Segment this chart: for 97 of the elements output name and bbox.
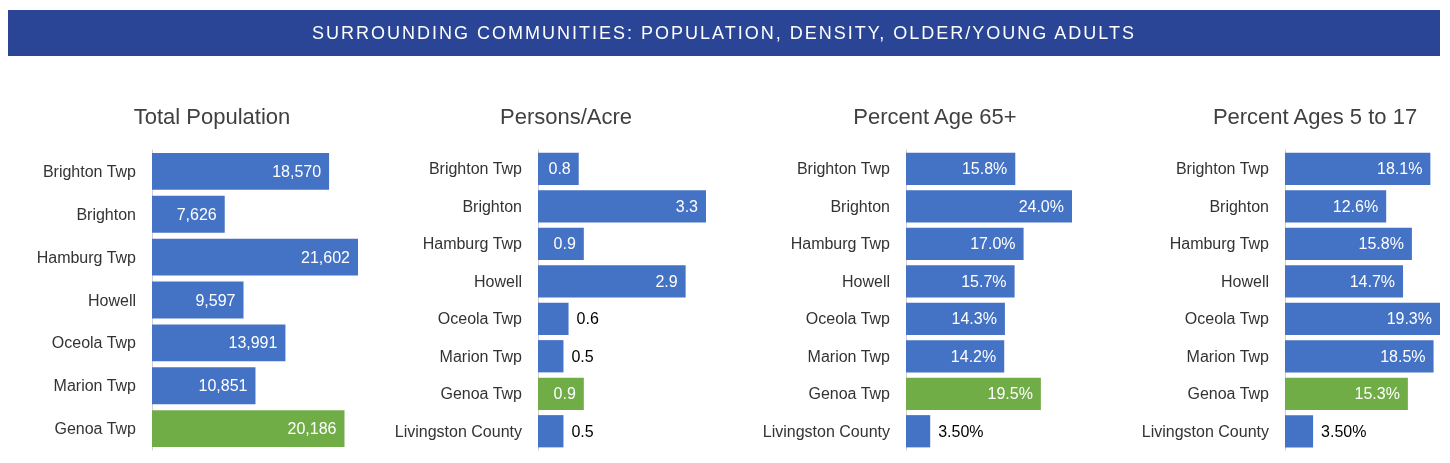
bar — [906, 227, 1024, 260]
bar — [1285, 377, 1408, 410]
bar — [152, 238, 358, 276]
y-tick-label: Brighton Twp — [428, 160, 523, 178]
y-tick-label: Brighton Twp — [796, 160, 891, 178]
data-label: 12.6% — [1332, 197, 1379, 215]
bar — [538, 377, 584, 410]
bar — [538, 265, 686, 298]
bar — [152, 324, 286, 362]
chart-title: Total Population — [133, 103, 291, 129]
y-tick-label: Brighton Twp — [42, 162, 137, 180]
y-tick-label: Livingston County — [394, 422, 522, 440]
y-tick-label: Genoa Twp — [54, 420, 137, 438]
y-tick-label: Hamburg Twp — [36, 248, 137, 266]
bar — [152, 195, 225, 233]
bar — [538, 340, 564, 373]
y-tick-label: Oceola Twp — [1184, 310, 1270, 328]
data-label: 0.9 — [553, 385, 576, 403]
bar — [152, 153, 330, 190]
y-tick-label: Marion Twp — [53, 377, 137, 395]
chart-title: Persons/Acre — [499, 103, 633, 129]
y-tick-label: Genoa Twp — [1187, 385, 1270, 403]
bar — [1285, 152, 1431, 185]
chart-title: Percent Age 65+ — [853, 103, 1017, 129]
y-tick-label: Brighton — [462, 197, 522, 215]
data-label: 10,851 — [198, 377, 248, 395]
data-label: 3.3 — [675, 197, 699, 215]
data-label: 3.50% — [1321, 422, 1367, 440]
data-label: 17.0% — [970, 235, 1016, 253]
y-tick-label: Hamburg Twp — [790, 235, 891, 253]
chart-title: Percent Ages 5 to 17 — [1212, 103, 1418, 129]
y-tick-label: Genoa Twp — [440, 385, 523, 403]
data-label: 18,570 — [272, 162, 322, 180]
data-label: 24.0% — [1018, 197, 1064, 215]
bar — [906, 265, 1015, 298]
bar — [538, 190, 706, 223]
y-tick-label: Howell — [1220, 272, 1269, 290]
y-tick-label: Brighton — [76, 205, 136, 223]
y-tick-label: Oceola Twp — [51, 334, 137, 352]
bar — [906, 190, 1072, 223]
y-tick-label: Brighton Twp — [1175, 160, 1270, 178]
data-label: 0.9 — [553, 235, 576, 253]
text: SURROUNDING COMMUNITIES: POPULATION, DENSITY, OLDER/YOUNG ADULTS — [8, 10, 1440, 56]
y-tick-label: Oceola Twp — [437, 310, 523, 328]
bar — [906, 340, 1005, 373]
data-label: 20,186 — [287, 420, 337, 438]
y-tick-label: Howell — [87, 291, 136, 309]
data-label: 14.3% — [951, 310, 997, 328]
data-label: 15.8% — [1358, 235, 1404, 253]
y-tick-label: Brighton — [830, 197, 890, 215]
y-tick-label: Brighton — [1209, 197, 1269, 215]
data-label: 15.3% — [1354, 385, 1400, 403]
data-label: 9,597 — [195, 291, 236, 309]
bar — [1285, 302, 1440, 335]
data-label: 0.5 — [571, 422, 594, 440]
data-label: 15.7% — [961, 272, 1007, 290]
data-label: 19.5% — [987, 385, 1033, 403]
bar — [152, 410, 345, 447]
y-tick-label: Hamburg Twp — [1169, 235, 1270, 253]
bar — [1285, 265, 1404, 298]
bar — [906, 152, 1016, 185]
bar — [152, 281, 244, 319]
bar — [906, 377, 1041, 410]
y-tick-label: Livingston County — [1141, 422, 1269, 440]
data-label: 14.2% — [950, 347, 997, 365]
bar — [538, 415, 564, 448]
data-label: 0.6 — [576, 310, 599, 328]
bar — [1285, 190, 1387, 223]
data-label: 13,991 — [228, 334, 278, 352]
y-tick-label: Howell — [841, 272, 890, 290]
data-label: 3.50% — [938, 422, 984, 440]
data-label: 18.1% — [1376, 160, 1423, 178]
y-tick-label: Genoa Twp — [808, 385, 891, 403]
data-label: 0.5 — [571, 347, 594, 365]
data-label: 2.9 — [655, 272, 678, 290]
y-tick-label: Marion Twp — [807, 347, 891, 365]
data-label: 19.3% — [1386, 310, 1432, 328]
bar — [538, 227, 584, 260]
y-tick-label: Marion Twp — [1186, 347, 1270, 365]
y-tick-label: Howell — [473, 272, 522, 290]
bar — [1285, 340, 1434, 373]
data-label: 14.7% — [1349, 272, 1396, 290]
data-label: 18.5% — [1380, 347, 1426, 365]
bar — [538, 302, 569, 335]
bar — [152, 367, 256, 405]
y-tick-label: Hamburg Twp — [422, 235, 523, 253]
y-tick-label: Oceola Twp — [805, 310, 891, 328]
y-tick-label: Livingston County — [762, 422, 890, 440]
data-label: 7,626 — [176, 205, 217, 223]
data-label: 15.8% — [961, 160, 1008, 178]
bar — [1285, 415, 1314, 448]
y-tick-label: Marion Twp — [439, 347, 523, 365]
data-label: 0.8 — [548, 160, 571, 178]
bar — [1285, 227, 1412, 260]
bar — [906, 415, 931, 448]
bar — [906, 302, 1005, 335]
data-label: 21,602 — [301, 248, 351, 266]
